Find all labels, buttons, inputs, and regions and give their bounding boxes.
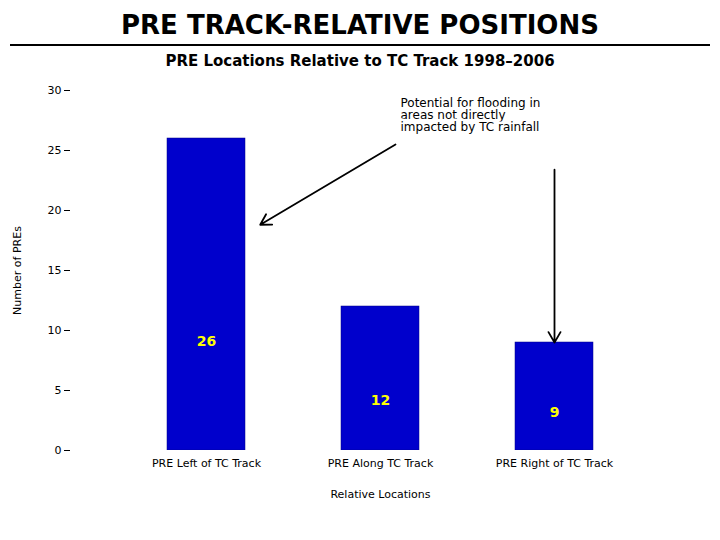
svg-text:PRE Right of TC Track: PRE Right of TC Track — [496, 457, 614, 470]
svg-text:25: 25 — [48, 144, 62, 157]
svg-text:20: 20 — [48, 204, 62, 217]
svg-text:0: 0 — [55, 444, 62, 457]
svg-text:Number of PREs: Number of PREs — [11, 226, 24, 315]
svg-text:26: 26 — [197, 333, 216, 349]
svg-text:PRE Along TC Track: PRE Along TC Track — [328, 457, 434, 470]
svg-text:30: 30 — [48, 84, 62, 97]
html-text:PRE TRACK-RELATIVE POSITIONS: PRE TRACK-RELATIVE POSITIONS — [121, 10, 599, 40]
svg-text:10: 10 — [48, 324, 62, 337]
svg-text:5: 5 — [55, 384, 62, 397]
svg-text:Potential for flooding inareas: Potential for flooding inareas not direc… — [401, 96, 541, 134]
svg-text:PRE Left of TC Track: PRE Left of TC Track — [152, 457, 262, 470]
svg-text:15: 15 — [48, 264, 62, 277]
svg-text:9: 9 — [550, 404, 560, 420]
svg-text:12: 12 — [371, 392, 390, 408]
html-text:PRE Locations Relative to TC T: PRE Locations Relative to TC Track 1998–… — [165, 52, 555, 70]
svg-text:Relative Locations: Relative Locations — [330, 488, 430, 501]
